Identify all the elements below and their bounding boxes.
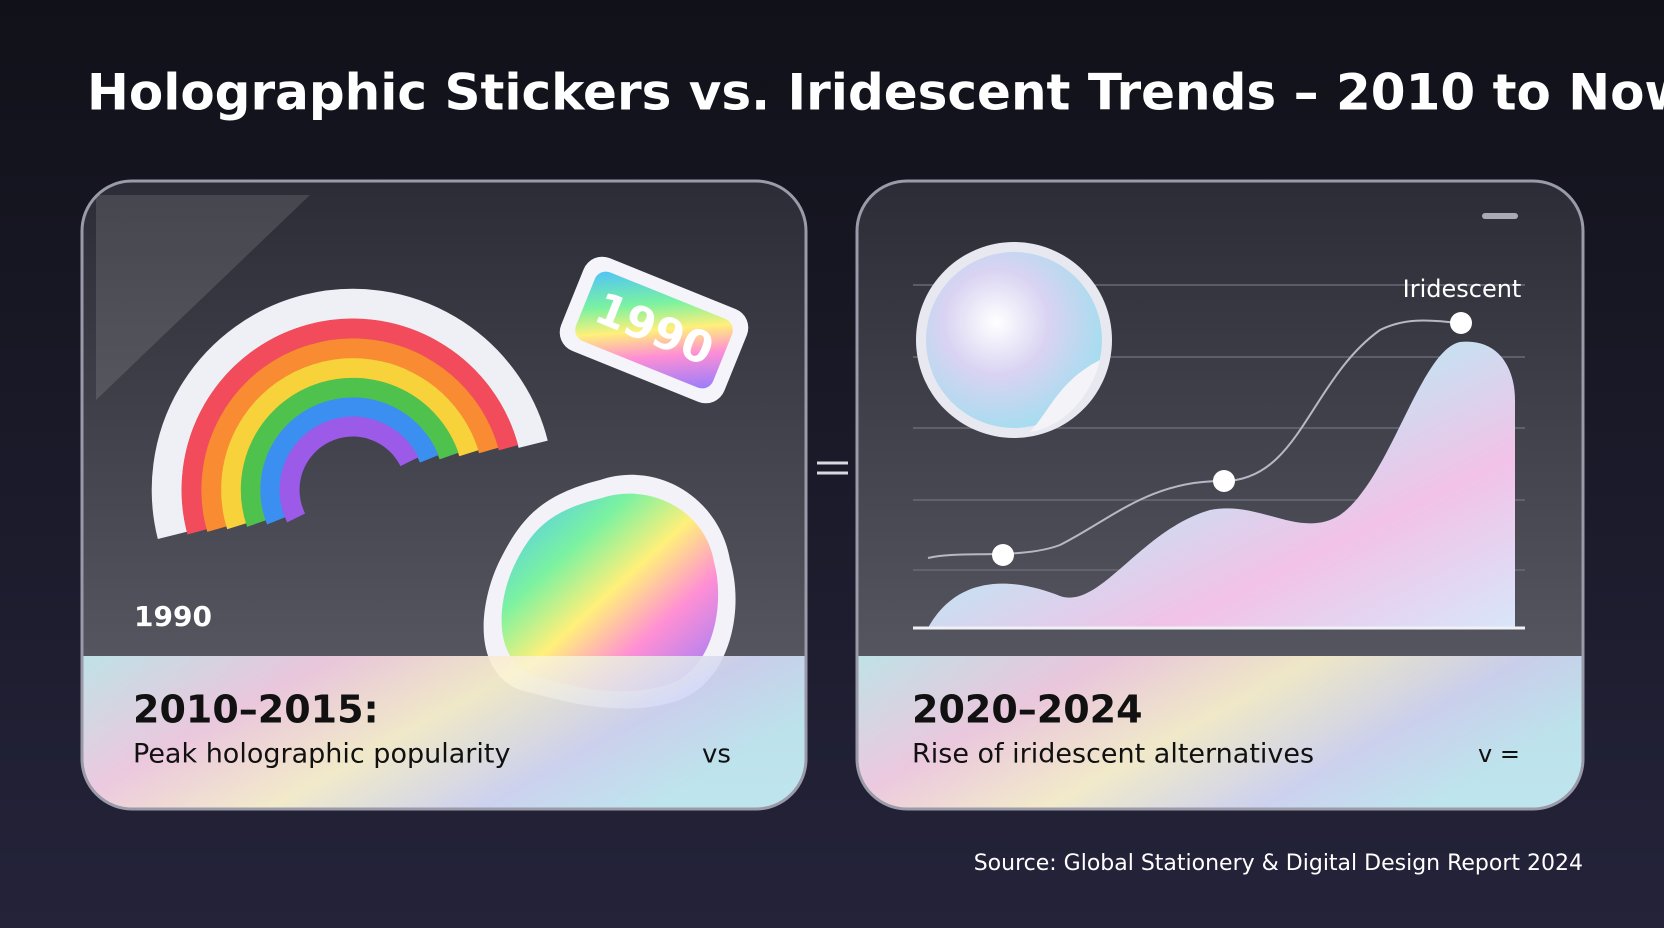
right-panel — [857, 181, 1583, 809]
left-panel-border — [80, 179, 808, 811]
right-panel-border — [855, 179, 1585, 811]
description: Peak holographic popularity — [133, 739, 510, 770]
tag: vs — [702, 740, 731, 770]
equals-sign — [817, 461, 848, 475]
period: 2020–2024 — [912, 688, 1143, 732]
line-label: Iridescent — [1403, 275, 1522, 303]
title: Holographic Stickers vs. Iridescent Tren… — [87, 64, 1664, 122]
description: Rise of iridescent alternatives — [912, 739, 1314, 770]
left-panel: 1990 1990 — [82, 181, 806, 809]
corner-label: 1990 — [134, 600, 212, 633]
sticker-1990: 1990 — [559, 256, 749, 404]
period: 2010–2015: — [133, 688, 379, 732]
tag: v = — [1478, 740, 1520, 768]
area-shape — [928, 341, 1515, 628]
rainbow-sticker — [151, 288, 548, 540]
source: Source: Global Stationery & Digital Desi… — [974, 851, 1583, 876]
